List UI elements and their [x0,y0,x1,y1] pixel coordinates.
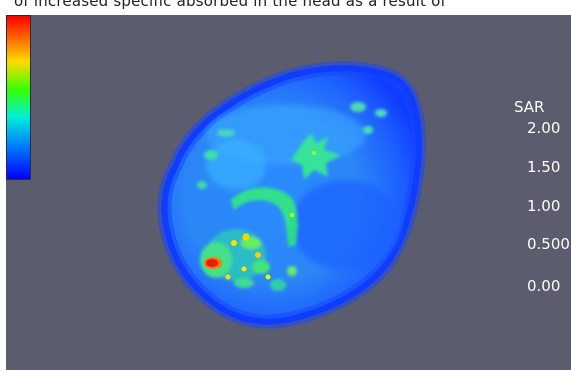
legend-title: SAR [514,98,545,116]
sar-moderate-regions [197,102,387,291]
sar-hotspot [206,259,218,267]
render-viewport[interactable]: SAR 2.00 1.50 1.00 0.500 0.00 [6,15,571,370]
legend-tick-1.50: 1.50 [527,158,561,176]
legend-tick-0.00: 0.00 [527,277,561,295]
legend-tick-0.500: 0.500 [527,235,570,253]
cropped-caption-text: of increased specific absorbed in the he… [14,0,446,10]
head-rim [157,61,426,329]
legend-tick-1.00: 1.00 [527,197,561,215]
sar-colorbar [6,15,31,180]
sar-high-spots [204,151,316,280]
caption-strip: of increased specific absorbed in the he… [0,0,571,16]
sar-head-render [157,61,426,329]
legend-tick-2.00: 2.00 [527,119,561,137]
head-slice [157,61,426,329]
deep-tissue-region [291,180,401,270]
